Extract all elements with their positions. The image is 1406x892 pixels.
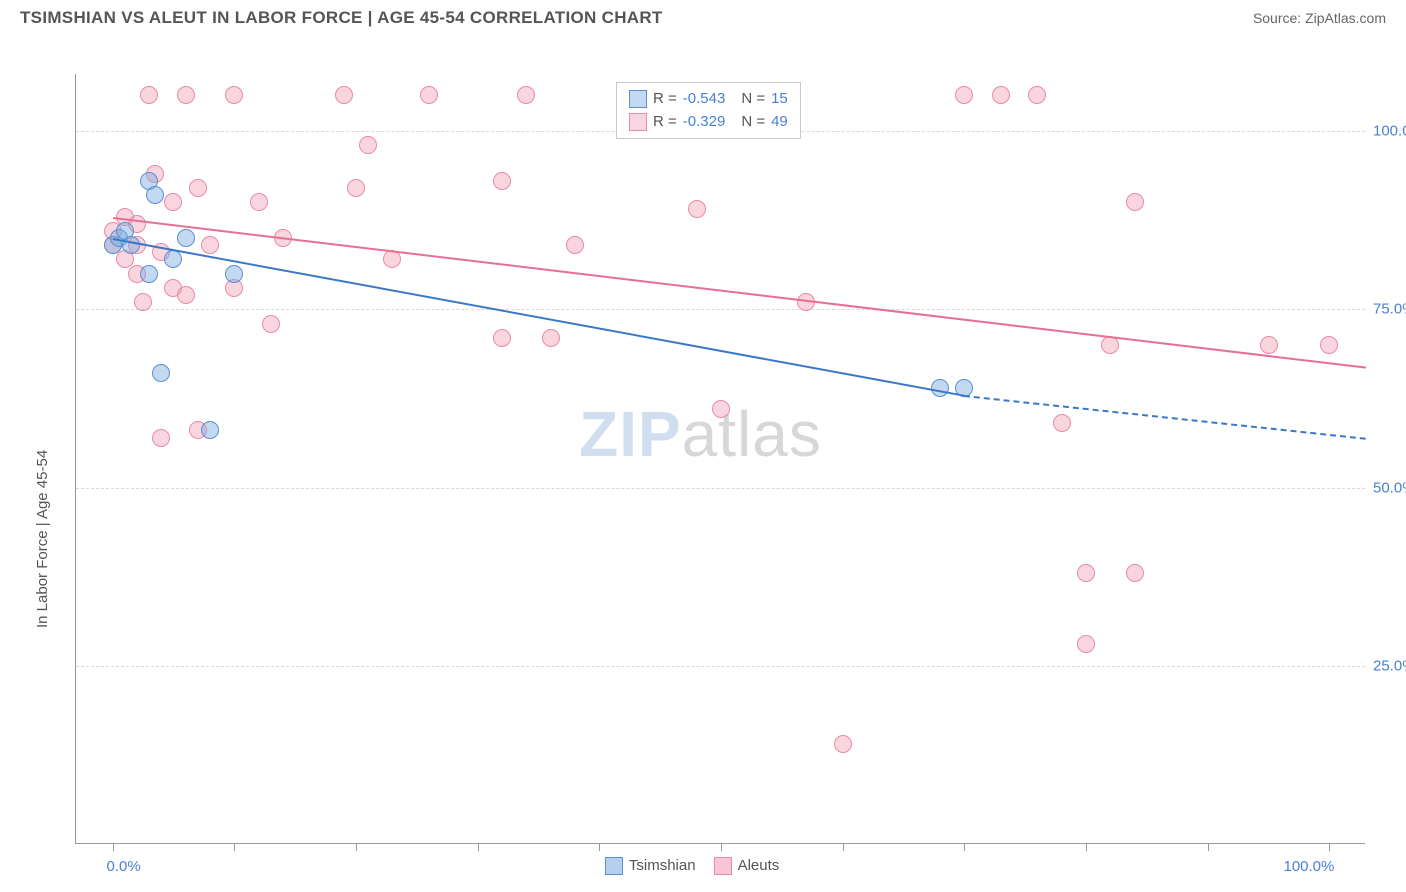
scatter-point — [250, 193, 268, 211]
scatter-point — [201, 421, 219, 439]
source-value: ZipAtlas.com — [1305, 10, 1386, 26]
legend-r-label: R = — [653, 88, 677, 111]
x-tick — [1208, 843, 1209, 851]
trend-line — [112, 238, 964, 397]
scatter-point — [146, 186, 164, 204]
scatter-point — [1260, 336, 1278, 354]
scatter-point — [134, 293, 152, 311]
legend-n-value: 15 — [771, 88, 788, 111]
y-axis-label: In Labor Force | Age 45-54 — [34, 450, 51, 628]
scatter-point — [359, 136, 377, 154]
scatter-point — [1077, 635, 1095, 653]
series-legend: Tsimshian Aleuts — [605, 857, 779, 875]
scatter-point — [1320, 336, 1338, 354]
legend-row: R = -0.543 N = 15 — [629, 88, 788, 111]
scatter-point — [566, 236, 584, 254]
x-tick — [964, 843, 965, 851]
scatter-point — [347, 179, 365, 197]
scatter-point — [955, 86, 973, 104]
scatter-point — [177, 286, 195, 304]
legend-r-value: -0.543 — [683, 88, 726, 111]
trend-line-extrapolated — [964, 395, 1366, 440]
x-tick — [234, 843, 235, 851]
scatter-point — [1077, 564, 1095, 582]
scatter-point — [542, 329, 560, 347]
x-tick — [843, 843, 844, 851]
legend-n-label: N = — [741, 88, 765, 111]
scatter-point — [1053, 414, 1071, 432]
x-tick — [599, 843, 600, 851]
scatter-point — [335, 86, 353, 104]
scatter-point — [834, 735, 852, 753]
source-label: Source: — [1253, 10, 1305, 26]
header: TSIMSHIAN VS ALEUT IN LABOR FORCE | AGE … — [0, 0, 1406, 34]
scatter-point — [712, 400, 730, 418]
scatter-point — [140, 86, 158, 104]
x-tick — [721, 843, 722, 851]
legend-swatch — [629, 113, 647, 131]
x-tick — [1329, 843, 1330, 851]
legend-n-value: 49 — [771, 111, 788, 134]
source-attribution: Source: ZipAtlas.com — [1253, 10, 1386, 26]
y-tick-label: 75.0% — [1373, 301, 1406, 318]
correlation-legend: R = -0.543 N = 15 R = -0.329 N = 49 — [616, 82, 801, 139]
x-tick — [113, 843, 114, 851]
scatter-point — [992, 86, 1010, 104]
scatter-point — [177, 86, 195, 104]
legend-row: R = -0.329 N = 49 — [629, 111, 788, 134]
watermark-zip: ZIP — [579, 398, 682, 470]
x-tick — [1086, 843, 1087, 851]
legend-r-label: R = — [653, 111, 677, 134]
scatter-point — [152, 364, 170, 382]
legend-item: Tsimshian — [605, 857, 696, 875]
legend-r-value: -0.329 — [683, 111, 726, 134]
legend-item: Aleuts — [714, 857, 780, 875]
scatter-point — [688, 200, 706, 218]
scatter-point — [122, 236, 140, 254]
scatter-point — [189, 179, 207, 197]
chart-title: TSIMSHIAN VS ALEUT IN LABOR FORCE | AGE … — [20, 8, 663, 28]
scatter-point — [420, 86, 438, 104]
legend-swatch — [629, 90, 647, 108]
scatter-point — [225, 86, 243, 104]
watermark-atlas: atlas — [682, 398, 822, 470]
legend-swatch — [714, 857, 732, 875]
scatter-point — [517, 86, 535, 104]
y-tick-label: 100.0% — [1373, 123, 1406, 140]
plot-area: ZIPatlas 25.0%50.0%75.0%100.0%0.0%100.0%… — [75, 74, 1365, 844]
x-tick — [356, 843, 357, 851]
scatter-point — [931, 379, 949, 397]
scatter-point — [164, 193, 182, 211]
scatter-point — [1126, 193, 1144, 211]
scatter-point — [201, 236, 219, 254]
trend-line — [112, 217, 1366, 369]
x-tick-label: 100.0% — [1283, 858, 1334, 875]
scatter-point — [493, 329, 511, 347]
x-tick — [478, 843, 479, 851]
scatter-point — [140, 265, 158, 283]
y-tick-label: 25.0% — [1373, 657, 1406, 674]
scatter-point — [164, 250, 182, 268]
scatter-point — [152, 429, 170, 447]
y-tick-label: 50.0% — [1373, 479, 1406, 496]
legend-n-label: N = — [741, 111, 765, 134]
legend-swatch — [605, 857, 623, 875]
scatter-point — [177, 229, 195, 247]
scatter-point — [262, 315, 280, 333]
gridline — [76, 488, 1365, 489]
scatter-point — [225, 265, 243, 283]
watermark: ZIPatlas — [579, 397, 822, 471]
scatter-point — [1028, 86, 1046, 104]
scatter-point — [493, 172, 511, 190]
scatter-point — [1126, 564, 1144, 582]
gridline — [76, 666, 1365, 667]
x-tick-label: 0.0% — [107, 858, 141, 875]
gridline — [76, 309, 1365, 310]
